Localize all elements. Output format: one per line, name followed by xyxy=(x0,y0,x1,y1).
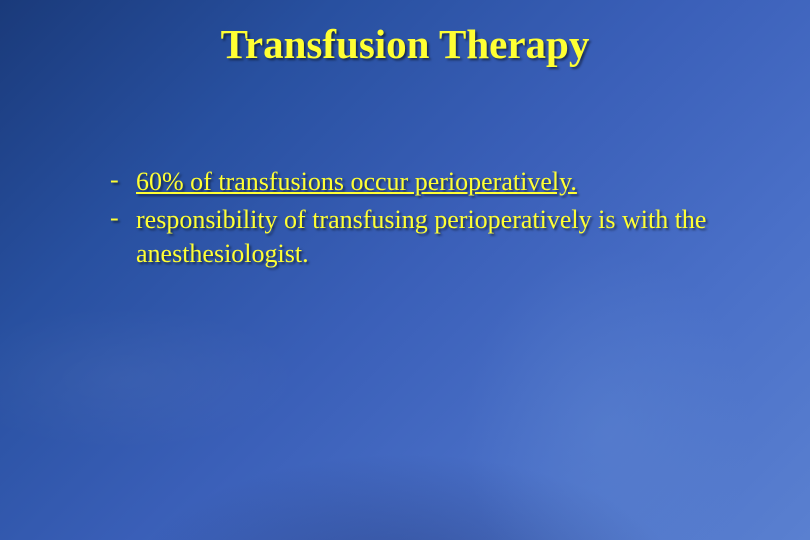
bullet-item: - responsibility of transfusing perioper… xyxy=(110,203,760,271)
bullet-dash: - xyxy=(110,203,136,233)
slide-title: Transfusion Therapy xyxy=(0,20,810,68)
bullet-text: responsibility of transfusing perioperat… xyxy=(136,203,760,271)
bullet-dash: - xyxy=(110,165,136,195)
slide: Transfusion Therapy - 60% of transfusion… xyxy=(0,0,810,540)
bullet-item: - 60% of transfusions occur perioperativ… xyxy=(110,165,760,199)
bullet-text: 60% of transfusions occur perioperativel… xyxy=(136,165,577,199)
slide-content: - 60% of transfusions occur perioperativ… xyxy=(110,165,760,274)
